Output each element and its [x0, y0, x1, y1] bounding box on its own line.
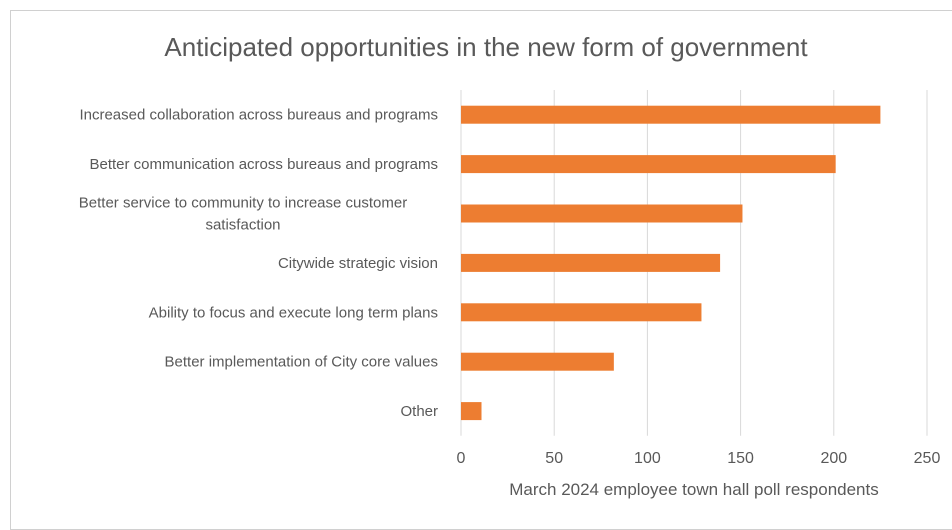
category-label-line: Ability to focus and execute long term p…	[149, 304, 438, 321]
chart-title: Anticipated opportunities in the new for…	[164, 32, 808, 62]
x-axis-label: March 2024 employee town hall poll respo…	[509, 480, 879, 499]
category-label-line: Better communication across bureaus and …	[89, 156, 438, 173]
category-label: Ability to focus and execute long term p…	[149, 304, 438, 321]
category-label-line: satisfaction	[205, 217, 280, 234]
category-label-line: Better implementation of City core value…	[165, 354, 438, 371]
bar	[461, 402, 482, 421]
x-tick-label: 250	[914, 450, 941, 467]
category-label-line: Increased collaboration across bureaus a…	[79, 107, 438, 124]
bar	[461, 204, 743, 223]
bar	[461, 352, 614, 371]
x-tick-label: 100	[634, 450, 661, 467]
bars	[461, 105, 881, 421]
bar	[461, 303, 702, 322]
category-labels: Increased collaboration across bureaus a…	[79, 107, 438, 420]
category-label: Better communication across bureaus and …	[89, 156, 438, 173]
category-label: Citywide strategic vision	[278, 255, 438, 272]
bar	[461, 105, 881, 124]
category-label: Better implementation of City core value…	[165, 354, 438, 371]
bar	[461, 253, 721, 272]
category-label: Better service to community to increase …	[79, 195, 407, 234]
category-label-line: Better service to community to increase …	[79, 195, 407, 212]
x-tick-label: 150	[727, 450, 754, 467]
x-tick-label: 200	[820, 450, 847, 467]
category-label-line: Other	[400, 403, 438, 420]
category-label: Other	[400, 403, 438, 420]
bar-chart: Anticipated opportunities in the new for…	[79, 32, 941, 499]
category-label: Increased collaboration across bureaus a…	[79, 107, 438, 124]
bar	[461, 155, 836, 174]
x-tick-label: 50	[545, 450, 563, 467]
x-tick-labels: 0 50 100 150 200 250	[457, 450, 941, 467]
x-tick-label: 0	[457, 450, 466, 467]
category-label-line: Citywide strategic vision	[278, 255, 438, 272]
